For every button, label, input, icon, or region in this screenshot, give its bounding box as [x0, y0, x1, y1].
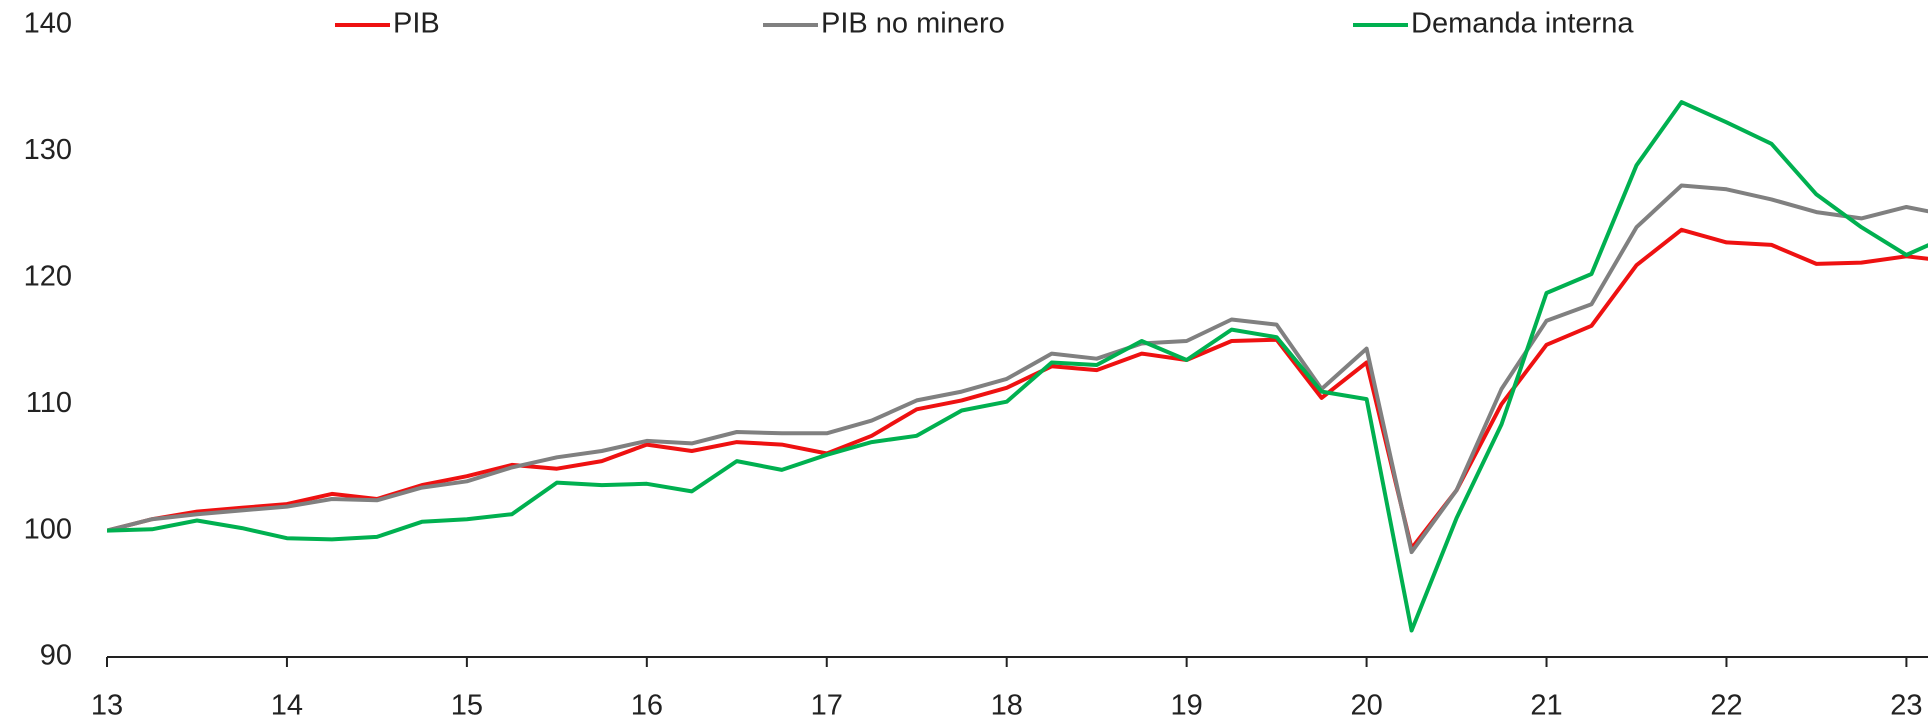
x-tick-label: 18 — [991, 690, 1023, 721]
y-tick-label: 110 — [26, 387, 72, 419]
x-tick-label: 16 — [631, 690, 663, 721]
x-tick-label: 15 — [451, 690, 483, 721]
x-tick-label: 21 — [1530, 690, 1562, 721]
x-tick-label: 14 — [271, 690, 303, 721]
x-tick-label: 17 — [811, 690, 843, 721]
y-tick-label: 100 — [24, 513, 72, 545]
x-tick-label: 19 — [1171, 690, 1203, 721]
legend-label: Demanda interna — [1411, 8, 1634, 40]
line — [107, 183, 1928, 555]
series — [107, 227, 1928, 551]
line — [107, 100, 1928, 633]
x-tick-label: 22 — [1710, 690, 1742, 721]
y-tick-label: 90 — [40, 640, 72, 672]
line — [107, 227, 1928, 551]
series — [107, 183, 1928, 555]
x-tick-label: 20 — [1350, 690, 1382, 721]
y-tick-label: 120 — [24, 260, 72, 292]
x-tick-label: 13 — [91, 690, 123, 721]
series — [107, 100, 1928, 633]
y-tick-label: 140 — [24, 8, 72, 40]
legend-label: PIB no minero — [821, 8, 1005, 40]
legend-label: PIB — [393, 8, 440, 40]
x-tick-label: 23 — [1890, 690, 1922, 721]
y-tick-label: 130 — [24, 134, 72, 166]
